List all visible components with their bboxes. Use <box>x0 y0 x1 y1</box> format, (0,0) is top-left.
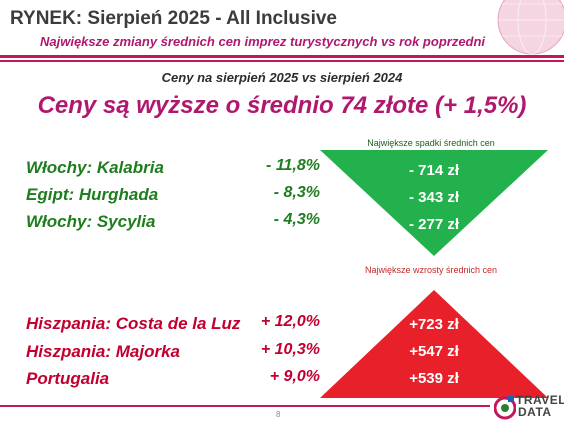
decrease-amount-3: - 277 zł <box>408 216 460 233</box>
decrease-destination-3: Włochy: Sycylia <box>26 212 156 231</box>
increases-triangle <box>320 290 548 398</box>
increase-amount-2: +547 zł <box>409 343 459 360</box>
slide-header: RYNEK: Sierpień 2025 - All Inclusive Naj… <box>0 0 564 62</box>
header-divider-top <box>0 55 564 58</box>
globe-icon <box>497 0 564 55</box>
decrease-percent-3: - 4,3% <box>273 211 320 228</box>
footer-divider <box>0 405 490 407</box>
increase-destination-1: Hiszpania: Costa de la Luz <box>26 314 241 333</box>
comparison-context: Ceny na sierpień 2025 vs sierpień 2024 <box>161 70 403 85</box>
increase-amount-3: +539 zł <box>409 370 459 387</box>
increases-triangle-fill <box>320 290 548 398</box>
decreases-triangle <box>320 150 548 256</box>
increase-percent-1: + 12,0% <box>260 313 320 330</box>
logo-text-data: DATA <box>518 405 552 419</box>
travel-data-logo: TRAVEL DATA <box>494 392 564 422</box>
decrease-amount-1: - 714 zł <box>408 162 460 179</box>
slide-subtitle: Największe zmiany średnich cen imprez tu… <box>40 34 486 49</box>
decreases-label: Największe spadki średnich cen <box>367 138 495 148</box>
headline: Ceny są wyższe o średnio 74 złote (+ 1,5… <box>37 92 527 119</box>
decrease-percent-1: - 11,8% <box>266 157 320 174</box>
page-number: 8 <box>276 410 281 419</box>
decrease-percent-2: - 8,3% <box>273 184 320 201</box>
decrease-destination-1: Włochy: Kalabria <box>26 158 164 177</box>
increase-destination-3: Portugalia <box>26 369 110 388</box>
slide-title: RYNEK: Sierpień 2025 - All Inclusive <box>10 8 337 29</box>
decrease-amount-2: - 343 zł <box>408 189 460 206</box>
decrease-destination-2: Egipt: Hurghada <box>26 185 159 204</box>
header-divider-bottom <box>0 60 564 62</box>
increases-label: Największe wzrosty średnich cen <box>364 265 498 275</box>
decreases-triangle-fill <box>320 150 548 256</box>
logo-text-travel: TRAVEL <box>516 393 564 407</box>
increase-destination-2: Hiszpania: Majorka <box>26 342 180 361</box>
logo-mark-icon <box>494 396 516 420</box>
increase-amount-1: +723 zł <box>409 316 459 333</box>
increase-percent-2: + 10,3% <box>260 341 320 358</box>
increase-percent-3: + 9,0% <box>269 368 320 385</box>
